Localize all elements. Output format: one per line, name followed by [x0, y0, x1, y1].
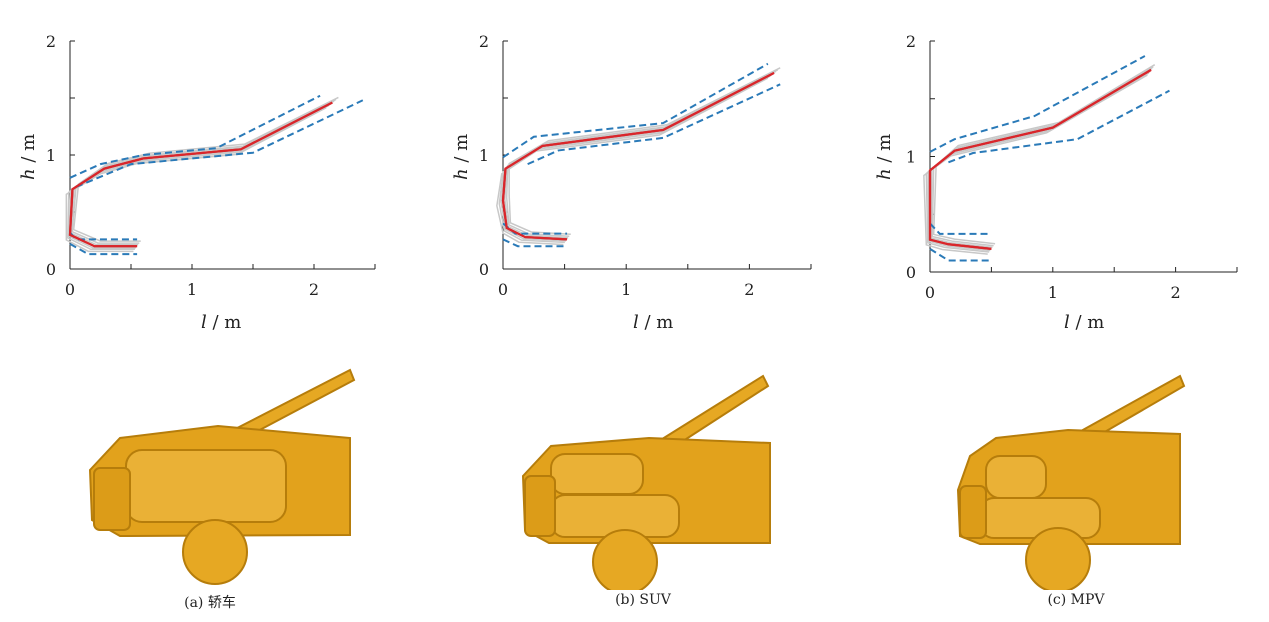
panel-suv: 0 1 2 0 1 2 h / m l / m (b) SUV: [423, 0, 846, 622]
y-tick-label: 1: [906, 148, 916, 167]
x-tick-label: 1: [621, 280, 631, 299]
y-tick-label: 0: [906, 263, 916, 282]
suv-front-model-image: [521, 374, 771, 590]
y-axis-label: h / m: [18, 133, 39, 180]
y-tick-label: 1: [479, 146, 489, 165]
y-axis-label: h / m: [874, 133, 895, 180]
panel-caption: (c) MPV: [1047, 592, 1105, 608]
sample-profile-line: [504, 70, 777, 239]
upper-envelope-line: [929, 222, 992, 235]
sample-profile-line: [927, 70, 1151, 252]
upper-envelope-line: [69, 94, 321, 179]
sample-profile-line: [508, 67, 781, 235]
sample-profile-line: [930, 67, 1153, 249]
sample-profile-line: [65, 107, 327, 253]
mean-profile-line: [928, 68, 1152, 250]
sample-profile-line: [72, 96, 339, 242]
x-axis-label: l / m: [633, 312, 674, 333]
y-tick-label: 2: [479, 32, 489, 51]
panel-sedan: 0 1 2 0 1 2 h / m l / m (a) 轿车: [0, 0, 423, 622]
panel-mpv: 0 1 2 0 1 2 h / m l / m (c) MPV: [846, 0, 1269, 622]
x-tick-label: 2: [309, 280, 319, 299]
x-axis-label: l / m: [201, 312, 242, 333]
lower-envelope-line: [929, 248, 992, 262]
x-tick-label: 1: [1048, 283, 1058, 300]
y-tick-label: 1: [46, 146, 56, 165]
y-tick-label: 0: [479, 260, 489, 279]
lower-envelope-line: [502, 238, 568, 248]
y-axis-label: h / m: [451, 133, 472, 180]
mean-profile-line-top: [928, 68, 1152, 250]
y-tick-label: 0: [46, 260, 56, 279]
sample-profile-line: [498, 75, 771, 244]
mean-profile-line-top: [501, 71, 775, 241]
lower-envelope-line: [948, 89, 1170, 164]
mean-profile-line-top: [68, 101, 333, 248]
lower-envelope-line: [69, 243, 138, 256]
panel-caption: (a) 轿车: [184, 595, 236, 611]
sample-profile-line: [925, 72, 1150, 253]
x-tick-label: 0: [498, 280, 508, 299]
lower-envelope-line: [527, 83, 781, 166]
lower-envelope-line: [75, 99, 364, 188]
upper-envelope-line: [929, 55, 1146, 153]
sample-profile-line: [932, 64, 1156, 245]
x-tick-label: 0: [925, 283, 935, 300]
sample-profile-line: [496, 77, 769, 246]
x-tick-label: 2: [1171, 283, 1181, 300]
chart-sedan: 0 1 2 0 1 2: [46, 32, 376, 299]
x-tick-label: 0: [65, 280, 75, 299]
x-axis-label: l / m: [1064, 312, 1105, 333]
panel-caption: (b) SUV: [615, 592, 671, 608]
chart-mpv: 0 1 2 0 1 2: [906, 32, 1238, 300]
sample-profile-line: [500, 73, 773, 242]
sample-profile-line: [505, 69, 779, 238]
chart-suv: 0 1 2 0 1 2: [479, 32, 812, 299]
upper-envelope-line: [502, 62, 769, 159]
sedan-front-model-image: [88, 368, 356, 585]
x-tick-label: 2: [744, 280, 754, 299]
mpv-front-model-image: [956, 374, 1186, 590]
y-tick-label: 2: [906, 32, 916, 51]
y-tick-label: 2: [46, 32, 56, 51]
x-tick-label: 1: [187, 280, 197, 299]
sample-profile-line: [923, 74, 1148, 255]
